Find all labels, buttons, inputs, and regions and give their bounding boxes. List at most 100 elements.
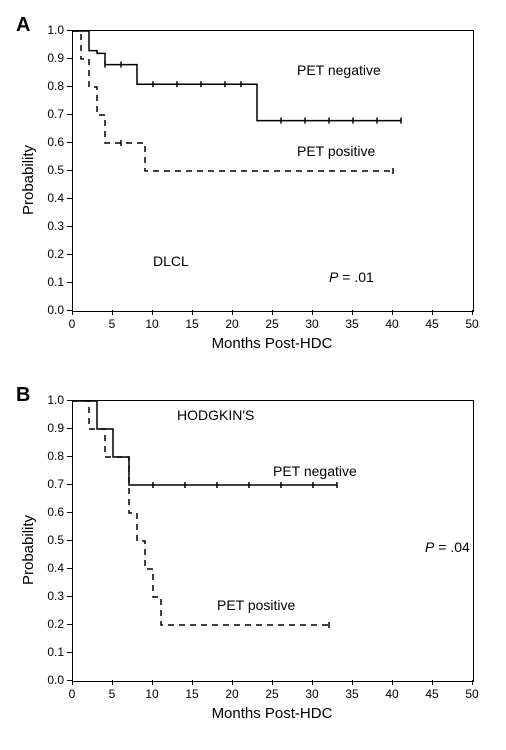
- xtick-mark: [472, 310, 473, 315]
- ytick-mark: [67, 58, 72, 59]
- xtick-label: 40: [380, 317, 404, 331]
- xtick-mark: [152, 680, 153, 685]
- ytick-label: 0.7: [32, 107, 64, 121]
- page: A PET negative PET positive DLCL P = .01…: [0, 0, 506, 750]
- ytick-label: 0.2: [32, 247, 64, 261]
- panel-b-label: B: [16, 384, 30, 407]
- xtick-mark: [112, 680, 113, 685]
- ytick-mark: [67, 226, 72, 227]
- pet_positive-curve: [73, 401, 329, 625]
- xtick-mark: [352, 680, 353, 685]
- ytick-label: 0.1: [32, 275, 64, 289]
- xtick-mark: [152, 310, 153, 315]
- ytick-label: 0.6: [32, 505, 64, 519]
- ytick-mark: [67, 30, 72, 31]
- xtick-label: 30: [300, 317, 324, 331]
- ytick-label: 0.8: [32, 79, 64, 93]
- disease-label-b: HODGKIN'S: [177, 407, 254, 423]
- ytick-mark: [67, 624, 72, 625]
- xlabel-b: Months Post-HDC: [72, 705, 472, 722]
- xtick-mark: [232, 310, 233, 315]
- ytick-mark: [67, 540, 72, 541]
- plot-b: PET negative PET positive HODGKIN'S P = …: [72, 400, 474, 682]
- plot-b-svg: [73, 401, 473, 681]
- ytick-label: 0.3: [32, 219, 64, 233]
- xlabel-a: Months Post-HDC: [72, 335, 472, 352]
- ytick-mark: [67, 170, 72, 171]
- xtick-mark: [272, 310, 273, 315]
- ytick-label: 0.9: [32, 421, 64, 435]
- ytick-label: 1.0: [32, 23, 64, 37]
- ytick-label: 0.0: [32, 673, 64, 687]
- ytick-mark: [67, 86, 72, 87]
- xtick-mark: [312, 310, 313, 315]
- xtick-mark: [272, 680, 273, 685]
- xtick-label: 5: [100, 687, 124, 701]
- xtick-label: 10: [140, 687, 164, 701]
- xtick-label: 35: [340, 687, 364, 701]
- panel-a-label: A: [16, 14, 30, 37]
- ytick-mark: [67, 484, 72, 485]
- xtick-label: 0: [60, 687, 84, 701]
- ytick-mark: [67, 114, 72, 115]
- pet-negative-label-a: PET negative: [297, 62, 381, 78]
- xtick-label: 40: [380, 687, 404, 701]
- xtick-mark: [472, 680, 473, 685]
- xtick-label: 25: [260, 317, 284, 331]
- xtick-label: 20: [220, 317, 244, 331]
- pvalue-label-a: P = .01: [329, 269, 374, 285]
- ytick-mark: [67, 512, 72, 513]
- ytick-mark: [67, 198, 72, 199]
- xtick-mark: [312, 680, 313, 685]
- xtick-label: 20: [220, 687, 244, 701]
- xtick-label: 0: [60, 317, 84, 331]
- plot-a-svg: [73, 31, 473, 311]
- ytick-mark: [67, 568, 72, 569]
- ytick-label: 0.6: [32, 135, 64, 149]
- xtick-label: 50: [460, 687, 484, 701]
- ytick-mark: [67, 652, 72, 653]
- xtick-label: 30: [300, 687, 324, 701]
- xtick-mark: [432, 680, 433, 685]
- ytick-label: 0.0: [32, 303, 64, 317]
- xtick-label: 15: [180, 317, 204, 331]
- ytick-label: 0.4: [32, 191, 64, 205]
- panel-a: A PET negative PET positive DLCL P = .01…: [0, 0, 506, 370]
- xtick-mark: [352, 310, 353, 315]
- ytick-label: 0.5: [32, 163, 64, 177]
- ytick-mark: [67, 456, 72, 457]
- xtick-label: 10: [140, 317, 164, 331]
- ytick-label: 1.0: [32, 393, 64, 407]
- xtick-mark: [72, 310, 73, 315]
- xtick-label: 45: [420, 317, 444, 331]
- xtick-label: 50: [460, 317, 484, 331]
- ytick-mark: [67, 254, 72, 255]
- xtick-mark: [112, 310, 113, 315]
- ytick-label: 0.8: [32, 449, 64, 463]
- ytick-label: 0.1: [32, 645, 64, 659]
- xtick-mark: [392, 310, 393, 315]
- xtick-mark: [72, 680, 73, 685]
- xtick-mark: [192, 310, 193, 315]
- ytick-label: 0.3: [32, 589, 64, 603]
- xtick-mark: [192, 680, 193, 685]
- ytick-mark: [67, 142, 72, 143]
- ytick-label: 0.2: [32, 617, 64, 631]
- ytick-mark: [67, 282, 72, 283]
- ytick-mark: [67, 596, 72, 597]
- xtick-label: 35: [340, 317, 364, 331]
- pet-negative-label-b: PET negative: [273, 463, 357, 479]
- ytick-mark: [67, 428, 72, 429]
- xtick-label: 45: [420, 687, 444, 701]
- pvalue-label-b: P = .04: [425, 539, 470, 555]
- xtick-label: 15: [180, 687, 204, 701]
- xtick-mark: [232, 680, 233, 685]
- xtick-mark: [432, 310, 433, 315]
- ytick-label: 0.9: [32, 51, 64, 65]
- ytick-label: 0.7: [32, 477, 64, 491]
- pet-positive-label-b: PET positive: [217, 597, 295, 613]
- ytick-label: 0.5: [32, 533, 64, 547]
- xtick-label: 25: [260, 687, 284, 701]
- ytick-label: 0.4: [32, 561, 64, 575]
- xtick-label: 5: [100, 317, 124, 331]
